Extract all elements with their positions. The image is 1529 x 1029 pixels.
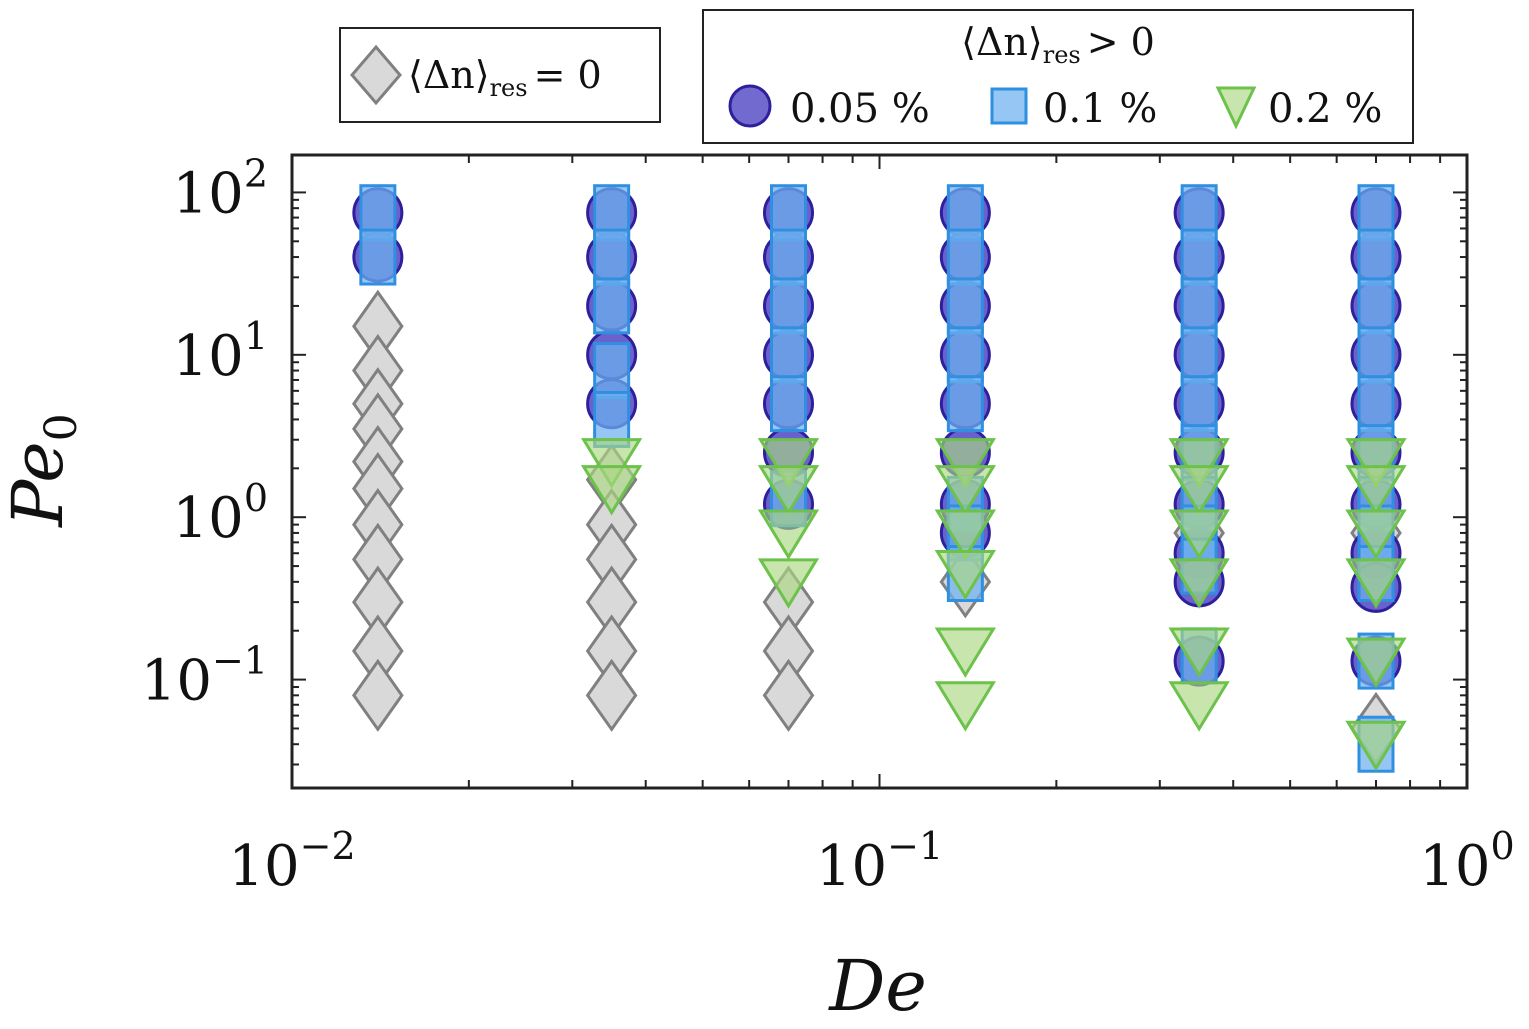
plot-frame (292, 155, 1467, 788)
square-point (769, 277, 807, 335)
triangle-point (1168, 558, 1230, 609)
triangle-point (757, 509, 820, 560)
x-axis-label: De (827, 945, 927, 1027)
triangle-point (1345, 509, 1407, 560)
square-point (1357, 375, 1395, 433)
square-point (946, 326, 984, 384)
y-tick-label: 102 (173, 151, 268, 226)
diamond-point (585, 658, 638, 732)
legend-item-02: 0.2 % (1268, 86, 1382, 132)
square-point (1357, 326, 1395, 384)
triangle-point (1345, 438, 1407, 489)
triangle-point (1168, 438, 1230, 489)
triangle-point (1345, 558, 1407, 609)
square-point (1180, 375, 1218, 433)
square-point (593, 228, 631, 286)
tick-labels: 10−2 10−1 100 10−1 100 101 102 (141, 151, 1515, 899)
square-point (946, 277, 984, 335)
y-tick-label: 10−1 (141, 639, 268, 714)
triangle-point (580, 438, 643, 489)
legend-positive-box (702, 9, 1414, 144)
triangle-point (1345, 720, 1407, 772)
plot-area (292, 155, 1467, 788)
legend-item-005: 0.05 % (790, 86, 930, 132)
data-markers (352, 184, 1407, 773)
square-point (593, 342, 631, 400)
square-point (1180, 326, 1218, 384)
legend-positive: ⟨Δn⟩res > 0 0.05 % 0.1 % 0.2 % (702, 9, 1414, 144)
triangle-point (1168, 465, 1230, 516)
x-tick-label: 100 (1419, 824, 1514, 899)
triangle-point (934, 681, 997, 732)
square-point (1357, 228, 1395, 286)
square-point (593, 277, 631, 335)
triangle-point (757, 558, 820, 609)
diamond-point (352, 658, 404, 732)
diamond-point (762, 658, 815, 732)
triangle-point (1345, 465, 1407, 516)
legend-zero-label: ⟨Δn⟩res = 0 (408, 53, 602, 102)
square-point (1180, 228, 1218, 286)
y-tick-label: 100 (173, 476, 268, 551)
triangle-point (1345, 637, 1407, 688)
x-tick-label: 10−2 (228, 824, 355, 899)
square-point (769, 228, 807, 286)
legend-circle-icon (728, 84, 772, 128)
triangle-point (1168, 627, 1230, 678)
square-point (1357, 277, 1395, 335)
triangle-point (934, 509, 997, 560)
legend-square-icon (990, 87, 1028, 125)
triangle-point (934, 438, 997, 489)
triangle-point (934, 465, 997, 516)
plot-border (290, 153, 1469, 790)
x-tick-label: 10−1 (816, 824, 943, 899)
square-point (946, 228, 984, 286)
legend-positive-header: ⟨Δn⟩res > 0 (961, 20, 1155, 69)
y-tick-label: 101 (173, 314, 268, 389)
series-3 (580, 438, 1407, 772)
triangle-point (934, 627, 997, 678)
legend-item-01: 0.1 % (1043, 86, 1157, 132)
legend-triangle-icon (1215, 86, 1257, 130)
legend-zero-diamond-icon (350, 44, 402, 106)
square-point (946, 375, 984, 433)
legend-zero: ⟨Δn⟩res = 0 (339, 27, 661, 123)
triangle-point (1168, 509, 1230, 560)
triangle-point (757, 465, 820, 516)
triangle-point (757, 438, 820, 489)
triangle-point (934, 550, 997, 601)
triangle-point (1168, 681, 1230, 732)
triangle-point (580, 465, 643, 516)
square-point (1180, 277, 1218, 335)
square-point (359, 228, 397, 286)
square-point (769, 375, 807, 433)
y-axis-label: Pe0 (0, 413, 87, 528)
square-point (769, 326, 807, 384)
